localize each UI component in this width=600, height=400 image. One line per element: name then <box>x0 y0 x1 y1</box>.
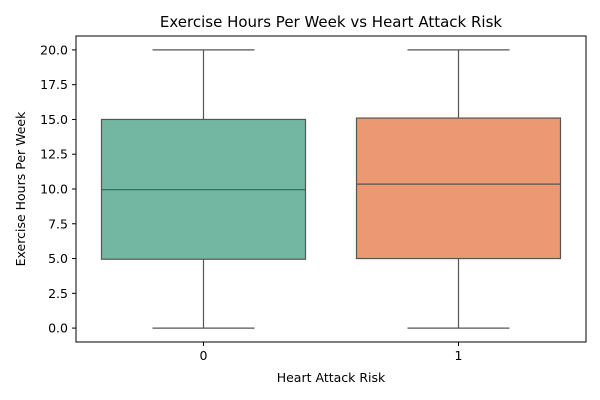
x-tick-label: 1 <box>455 348 463 363</box>
y-tick-label: 5.0 <box>48 251 68 266</box>
y-tick-label: 10.0 <box>40 182 68 197</box>
y-axis-label: Exercise Hours Per Week <box>13 111 28 266</box>
plot-area <box>75 35 587 343</box>
x-axis-label: Heart Attack Risk <box>277 370 386 385</box>
box-1 <box>355 49 562 329</box>
y-tick-label: 12.5 <box>40 147 68 162</box>
y-tick-label: 7.5 <box>48 216 68 231</box>
y-tick-label: 2.5 <box>48 286 68 301</box>
y-tick-label: 0.0 <box>48 321 68 336</box>
y-tick-label: 20.0 <box>40 42 68 57</box>
iqr-box <box>355 117 562 260</box>
chart-title: Exercise Hours Per Week vs Heart Attack … <box>160 13 502 31</box>
y-axis: 0.0 2.5 5.0 7.5 10.0 12.5 15.0 17.5 20.0 <box>40 42 76 336</box>
y-tick-label: 17.5 <box>40 77 68 92</box>
x-tick-label: 0 <box>200 348 208 363</box>
y-tick-label: 15.0 <box>40 112 68 127</box>
box-0 <box>100 49 307 329</box>
